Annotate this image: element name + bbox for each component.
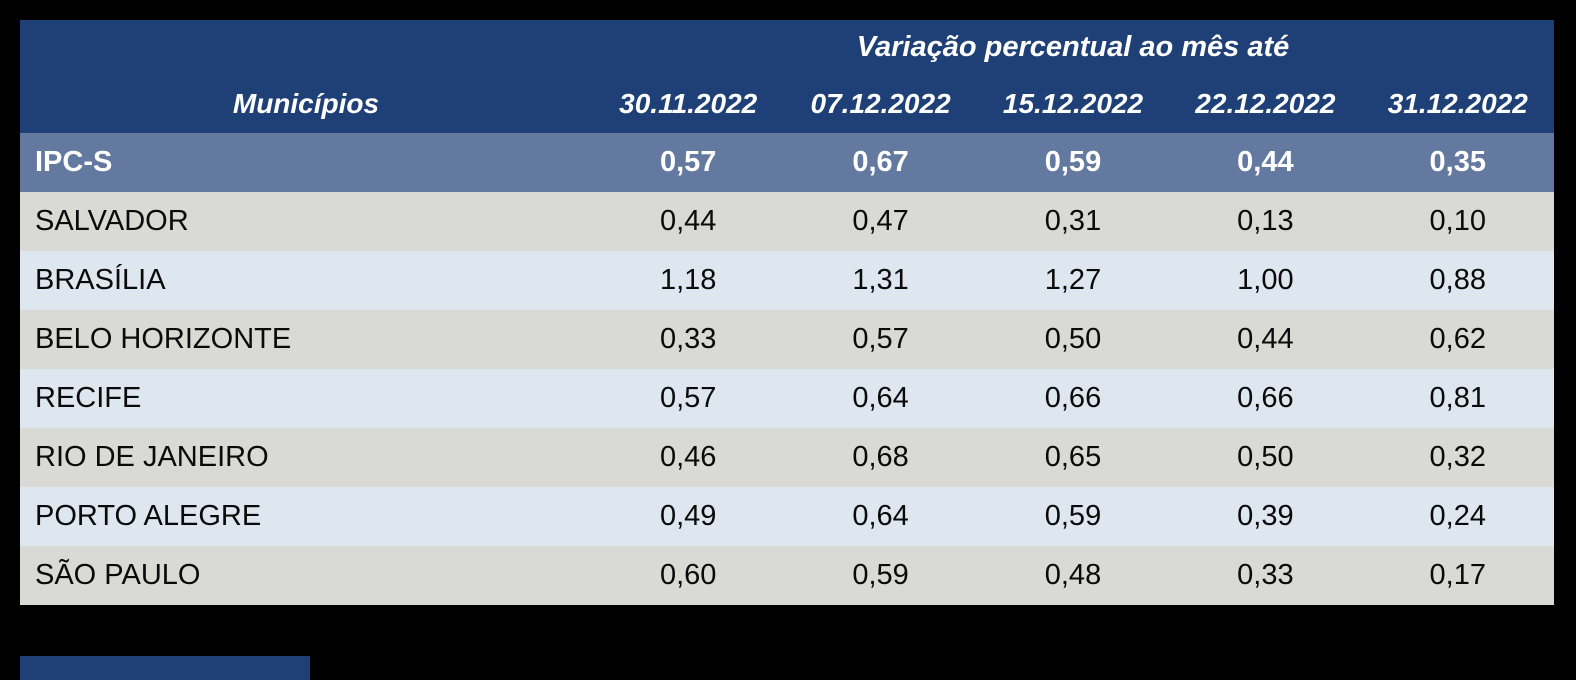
cell-value: 0,46 xyxy=(659,441,717,473)
cell-value: 0,64 xyxy=(852,500,909,532)
cell-value: 1,31 xyxy=(852,264,909,296)
cell-value: 0,81 xyxy=(1429,382,1486,414)
table-row-sao-paulo: SÃO PAULO 0,60 0,59 0,48 0,33 0,17 xyxy=(20,546,1554,605)
ipc-s-variation-table: Variação percentual ao mês até Município… xyxy=(20,20,1554,605)
cell-value: 1,18 xyxy=(659,264,717,296)
table-row-summary-ipcs: IPC-S 0,57 0,67 0,59 0,44 0,35 xyxy=(20,133,1554,192)
table-row-brasilia: BRASÍLIA 1,18 1,31 1,27 1,00 0,88 xyxy=(20,251,1554,310)
column-header-date-1: 30.11.2022 xyxy=(619,87,758,119)
cell-value: 0,48 xyxy=(1044,559,1102,591)
row-label: SALVADOR xyxy=(35,205,189,237)
cell-value: 0,62 xyxy=(1429,323,1486,355)
cell-value: 1,27 xyxy=(1044,264,1102,296)
column-header-date-3: 15.12.2022 xyxy=(1002,87,1144,119)
row-label: SÃO PAULO xyxy=(35,559,201,591)
row-label: IPC-S xyxy=(35,146,113,178)
cell-value: 0,17 xyxy=(1429,559,1486,591)
cell-value: 0,65 xyxy=(1044,441,1102,473)
cell-value: 0,44 xyxy=(659,205,717,237)
cell-value: 0,31 xyxy=(1044,205,1102,237)
table-title: Variação percentual ao mês até xyxy=(856,30,1290,63)
cell-value: 1,00 xyxy=(1237,264,1294,296)
header-columns-row: Municípios 30.11.2022 07.12.2022 15.12.2… xyxy=(20,74,1554,133)
table-header: Variação percentual ao mês até Município… xyxy=(20,20,1554,133)
cell-value: 0,60 xyxy=(659,559,717,591)
cell-value: 0,66 xyxy=(1237,382,1294,414)
cell-value: 0,59 xyxy=(852,559,909,591)
table-row-rio-de-janeiro: RIO DE JANEIRO 0,46 0,68 0,65 0,50 0,32 xyxy=(20,428,1554,487)
cell-value: 0,44 xyxy=(1237,323,1294,355)
row-label: BELO HORIZONTE xyxy=(35,323,292,355)
table-row-salvador: SALVADOR 0,44 0,47 0,31 0,13 0,10 xyxy=(20,192,1554,251)
row-label: RIO DE JANEIRO xyxy=(35,441,269,473)
row-label: RECIFE xyxy=(35,382,142,414)
cell-value: 0,50 xyxy=(1237,441,1294,473)
table-row-recife: RECIFE 0,57 0,64 0,66 0,66 0,81 xyxy=(20,369,1554,428)
cell-value: 0,59 xyxy=(1044,500,1102,532)
cell-value: 0,47 xyxy=(852,205,909,237)
cell-value: 0,64 xyxy=(852,382,909,414)
cell-value: 0,50 xyxy=(1044,323,1102,355)
cell-value: 0,33 xyxy=(659,323,717,355)
cell-value: 0,66 xyxy=(1044,382,1102,414)
cell-value: 0,49 xyxy=(659,500,717,532)
table-row-belo-horizonte: BELO HORIZONTE 0,33 0,57 0,50 0,44 0,62 xyxy=(20,310,1554,369)
cell-value: 0,57 xyxy=(852,323,909,355)
cell-value: 0,59 xyxy=(1044,146,1102,178)
header-group-row: Variação percentual ao mês até xyxy=(20,20,1554,74)
partial-next-table-header-bar xyxy=(20,656,310,680)
column-header-date-2: 07.12.2022 xyxy=(810,87,951,119)
cell-value: 0,44 xyxy=(1237,146,1294,178)
cell-value: 0,13 xyxy=(1237,205,1294,237)
row-label: PORTO ALEGRE xyxy=(35,500,262,532)
cell-value: 0,57 xyxy=(659,146,717,178)
cell-value: 0,57 xyxy=(659,382,717,414)
table-row-porto-alegre: PORTO ALEGRE 0,49 0,64 0,59 0,39 0,24 xyxy=(20,487,1554,546)
cell-value: 0,39 xyxy=(1237,500,1294,532)
cell-value: 0,35 xyxy=(1429,146,1486,178)
column-header-date-4: 22.12.2022 xyxy=(1195,87,1336,119)
cell-value: 0,24 xyxy=(1429,500,1486,532)
column-header-municipios: Municípios xyxy=(232,87,380,119)
cell-value: 0,10 xyxy=(1429,205,1486,237)
row-label: BRASÍLIA xyxy=(35,264,166,296)
cell-value: 0,88 xyxy=(1429,264,1486,296)
cell-value: 0,68 xyxy=(852,441,909,473)
cell-value: 0,33 xyxy=(1237,559,1294,591)
column-header-date-5: 31.12.2022 xyxy=(1387,87,1528,119)
cell-value: 0,67 xyxy=(852,146,909,178)
cell-value: 0,32 xyxy=(1429,441,1486,473)
